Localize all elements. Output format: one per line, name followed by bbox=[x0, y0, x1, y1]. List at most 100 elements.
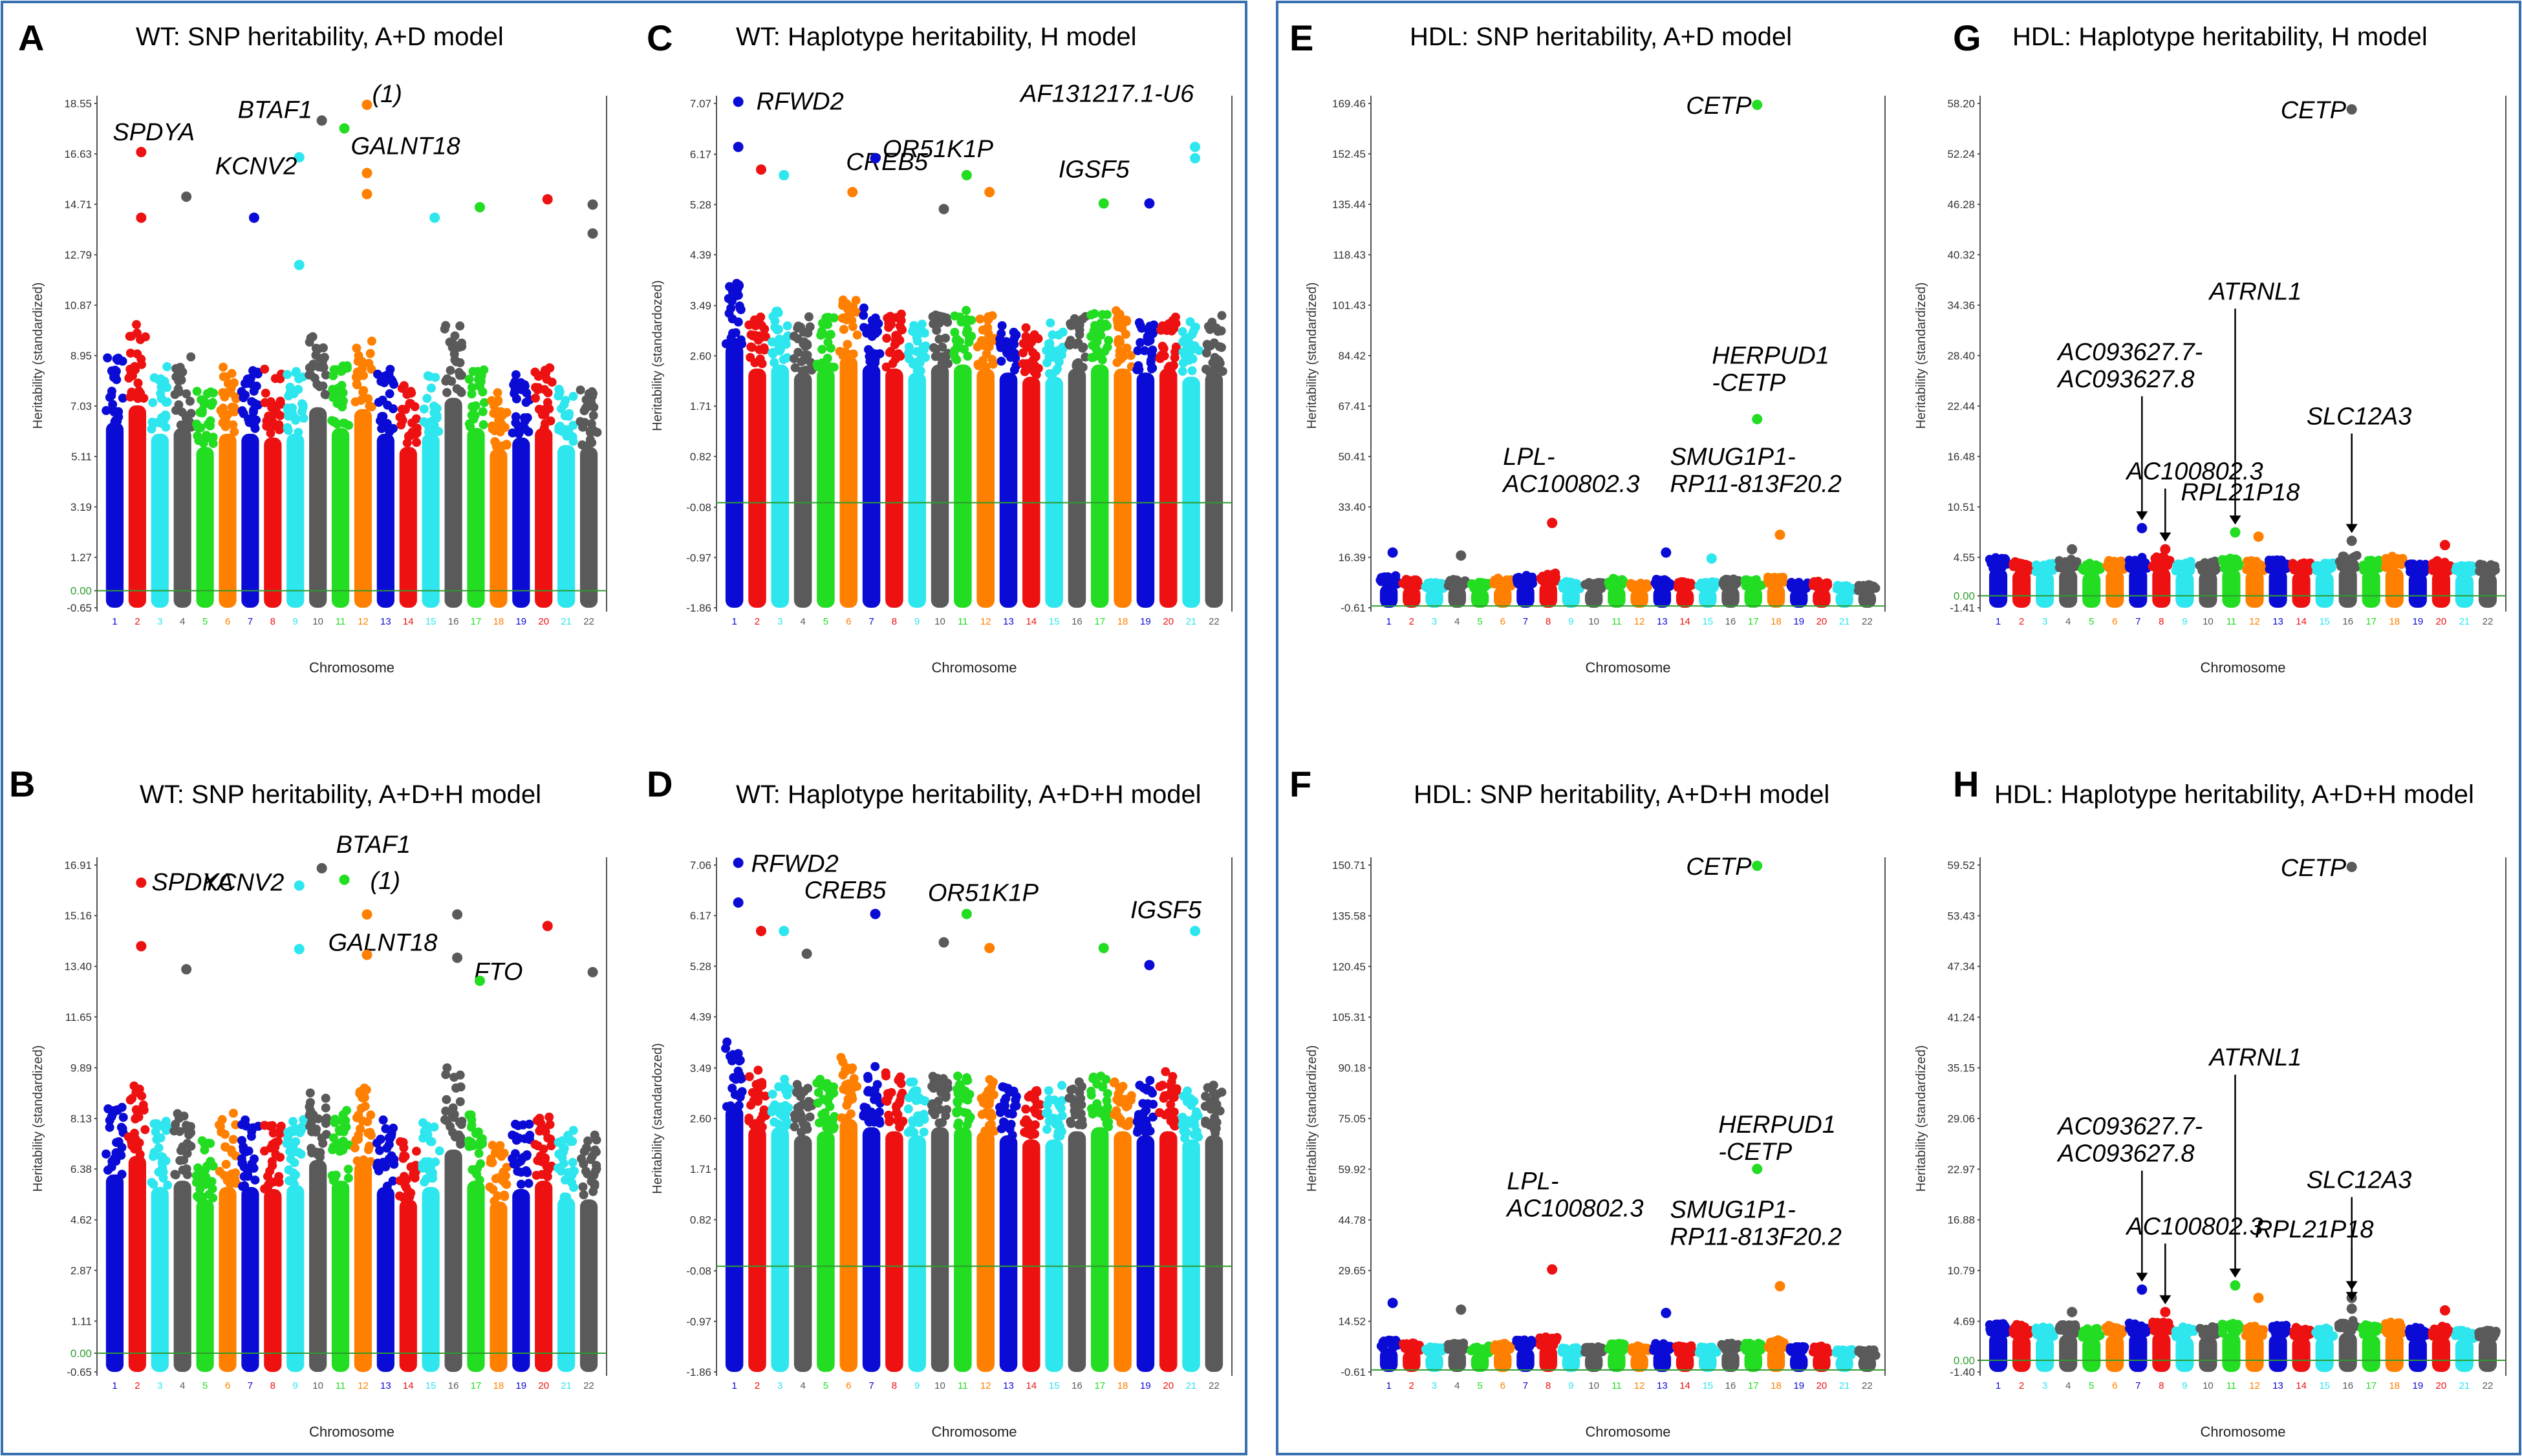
snp-point bbox=[425, 372, 435, 381]
snp-point bbox=[419, 404, 429, 414]
highlight-point bbox=[248, 212, 259, 223]
chromosome-band-16 bbox=[1721, 1350, 1740, 1372]
snp-point bbox=[1202, 348, 1211, 358]
highlight-point bbox=[339, 123, 350, 134]
snp-point bbox=[2160, 1318, 2170, 1328]
snp-point bbox=[455, 321, 465, 331]
highlight-point bbox=[870, 908, 881, 919]
snp-point bbox=[554, 391, 563, 401]
highlight-point bbox=[733, 897, 744, 908]
snp-point bbox=[1626, 581, 1636, 591]
snp-point bbox=[954, 1118, 964, 1128]
snp-point bbox=[1178, 1113, 1187, 1122]
snp-point bbox=[228, 420, 238, 430]
snp-point bbox=[2091, 1324, 2100, 1334]
snp-point bbox=[1719, 1342, 1729, 1352]
snp-point bbox=[339, 418, 349, 428]
snp-point bbox=[455, 386, 465, 396]
snp-point bbox=[2159, 554, 2169, 564]
snp-point bbox=[1075, 320, 1084, 330]
snp-point bbox=[125, 365, 135, 374]
snp-point bbox=[162, 362, 172, 372]
highlight-point bbox=[475, 976, 485, 987]
snp-point bbox=[803, 1084, 813, 1093]
snp-point bbox=[560, 411, 570, 421]
snp-point bbox=[942, 313, 951, 323]
snp-point bbox=[522, 388, 532, 398]
y-tick-label: 10.51 bbox=[1947, 501, 1975, 513]
y-tick-label: 1.11 bbox=[71, 1315, 92, 1327]
snp-point bbox=[1205, 1096, 1215, 1106]
chromosome-band-9 bbox=[286, 1184, 305, 1372]
snp-point bbox=[382, 1143, 392, 1153]
y-tick-label: 33.40 bbox=[1338, 501, 1366, 513]
snp-point bbox=[1190, 341, 1200, 350]
y-tick-label: 4.39 bbox=[690, 249, 711, 261]
chromosome-band-4 bbox=[793, 372, 812, 608]
snp-point bbox=[192, 387, 202, 396]
snp-point bbox=[1114, 335, 1123, 345]
gene-label-line: GALNT18 bbox=[351, 133, 460, 160]
y-axis-label: Heritability (standardized) bbox=[1305, 1045, 1319, 1192]
snp-point bbox=[1132, 365, 1142, 374]
snp-point bbox=[1180, 1133, 1190, 1143]
snp-point bbox=[2054, 563, 2064, 573]
snp-point bbox=[1000, 1122, 1009, 1131]
gene-label: CETP bbox=[1686, 92, 1752, 120]
snp-point bbox=[318, 1139, 328, 1148]
snp-point bbox=[228, 1135, 238, 1144]
x-tick-label: 11 bbox=[958, 616, 968, 627]
snp-point bbox=[1535, 1340, 1545, 1349]
gene-label-line: (1) bbox=[372, 81, 402, 108]
snp-point bbox=[755, 1117, 765, 1126]
snp-point bbox=[327, 416, 337, 425]
snp-point bbox=[1158, 1080, 1167, 1090]
snp-point bbox=[1006, 352, 1015, 362]
x-tick-label: 14 bbox=[1026, 1380, 1037, 1391]
chromosome-band-19 bbox=[1789, 588, 1808, 608]
snp-point bbox=[1798, 1345, 1807, 1355]
gene-label-line: -CETP bbox=[1718, 1139, 1793, 1166]
gene-label: RFWD2 bbox=[751, 850, 839, 877]
snp-point bbox=[2140, 1323, 2150, 1333]
snp-point bbox=[363, 394, 373, 403]
snp-point bbox=[178, 1142, 188, 1151]
snp-point bbox=[790, 363, 800, 372]
x-tick-label: 16 bbox=[1072, 616, 1083, 627]
chromosome-band-2 bbox=[128, 1155, 146, 1372]
snp-point bbox=[520, 423, 530, 433]
snp-point bbox=[305, 370, 314, 380]
snp-point bbox=[846, 350, 856, 359]
snp-point bbox=[107, 391, 116, 400]
x-tick-label: 19 bbox=[1140, 1380, 1151, 1391]
snp-point bbox=[114, 1137, 124, 1146]
snp-point bbox=[1145, 336, 1155, 345]
chromosome-band-13 bbox=[376, 1186, 394, 1372]
highlight-point bbox=[733, 96, 744, 107]
gene-label-line: AC093627.7- bbox=[2056, 339, 2203, 366]
chromosome-band-12 bbox=[1630, 1353, 1648, 1372]
snp-point bbox=[1171, 342, 1181, 352]
x-tick-label: 17 bbox=[1094, 1380, 1105, 1391]
snp-point bbox=[307, 1144, 316, 1153]
chromosome-band-20 bbox=[535, 1181, 553, 1372]
gene-label-line: BTAF1 bbox=[238, 96, 312, 123]
snp-point bbox=[381, 1124, 391, 1133]
snp-point bbox=[2157, 1325, 2166, 1334]
y-tick-label: 16.48 bbox=[1947, 451, 1975, 463]
y-tick-label: 16.88 bbox=[1947, 1214, 1975, 1226]
snp-point bbox=[1527, 572, 1537, 582]
y-tick-label: 0.00 bbox=[70, 585, 92, 597]
snp-point bbox=[721, 339, 731, 348]
x-tick-label: 4 bbox=[800, 1380, 805, 1391]
highlight-point bbox=[1774, 530, 1785, 541]
snp-point bbox=[464, 374, 474, 384]
snp-point bbox=[875, 349, 885, 359]
snp-point bbox=[341, 1122, 351, 1132]
snp-point bbox=[760, 332, 770, 341]
x-axis-label: Chromosome bbox=[2200, 1424, 2285, 1440]
snp-point bbox=[382, 1181, 392, 1191]
chromosome-band-9 bbox=[1562, 1353, 1580, 1372]
chromosome-band-19 bbox=[1136, 372, 1155, 608]
chromosome-band-6 bbox=[2106, 570, 2124, 608]
